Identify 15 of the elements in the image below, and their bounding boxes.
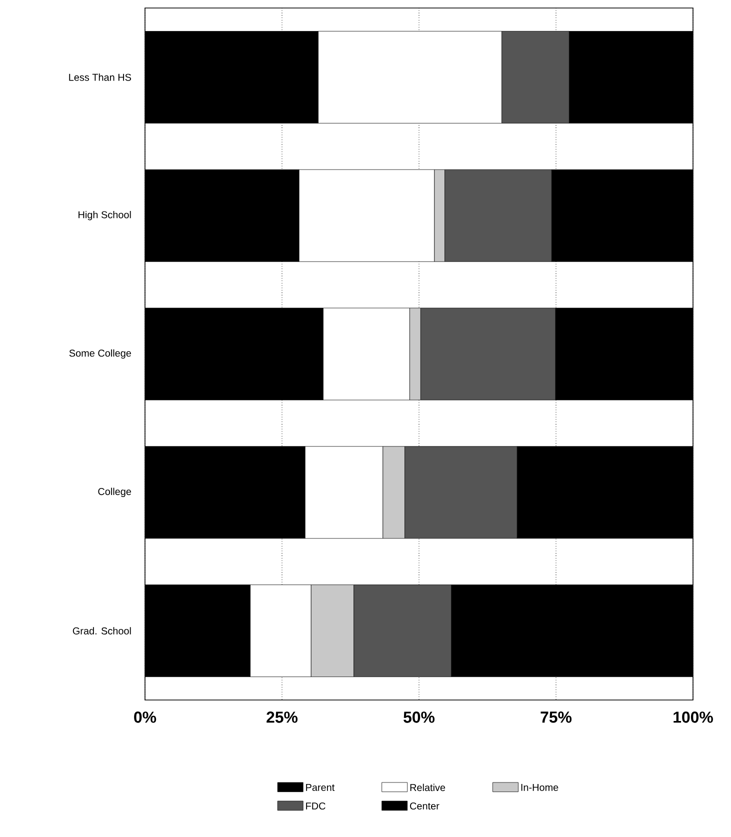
legend-label: FDC (306, 802, 326, 810)
y-tick-label: High School (78, 210, 131, 220)
y-tick-label: College (98, 488, 132, 498)
legend-label: Parent (306, 784, 335, 791)
x-tick-label: 100% (674, 712, 713, 723)
y-tick-label: Grad. School (72, 627, 131, 634)
legend-label: Center (410, 802, 440, 810)
y-tick-label: Less Than HS (69, 74, 132, 81)
x-tick-label: 0% (134, 712, 156, 723)
legend-label: In-Home (521, 784, 558, 791)
x-tick-label: 25% (266, 712, 298, 723)
legend-label: Relative (410, 784, 446, 792)
x-tick-label: 75% (540, 712, 572, 723)
x-tick-label: 50% (404, 712, 435, 723)
y-tick-label: Some College (69, 349, 132, 359)
